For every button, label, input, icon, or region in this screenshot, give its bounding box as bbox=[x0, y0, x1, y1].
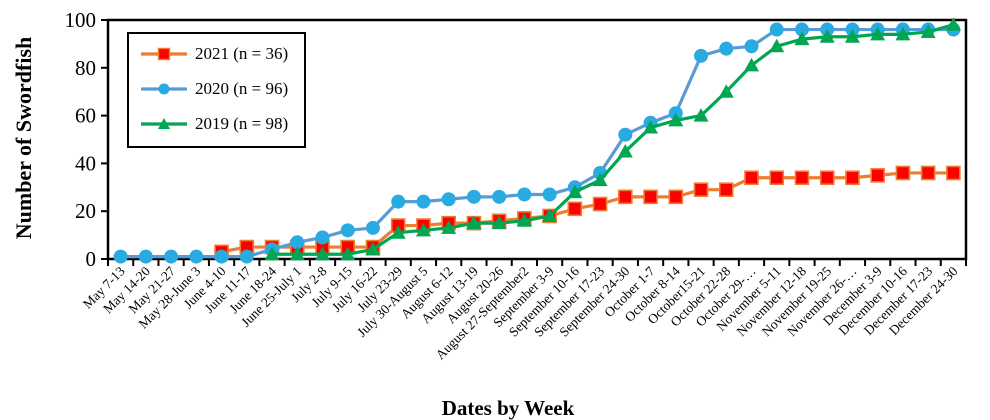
y-tick-label: 80 bbox=[75, 56, 96, 80]
data-point-triangle bbox=[315, 246, 330, 261]
data-point-circle bbox=[239, 249, 254, 264]
data-point-circle bbox=[391, 194, 406, 209]
data-point-triangle bbox=[264, 246, 280, 261]
series-line-2020 bbox=[120, 27, 954, 259]
data-point-triangle bbox=[617, 143, 633, 158]
legend-sample-2019-icon bbox=[141, 118, 187, 129]
data-point-circle bbox=[365, 220, 380, 235]
data-point-square bbox=[769, 170, 785, 186]
data-point-triangle bbox=[542, 208, 558, 222]
data-point-circle bbox=[164, 249, 179, 264]
legend-label-2020: 2020 (n = 96) bbox=[195, 79, 289, 98]
data-point-triangle bbox=[567, 184, 583, 199]
data-point-circle bbox=[618, 127, 633, 142]
y-tick-label: 100 bbox=[65, 8, 97, 32]
data-point-circle bbox=[794, 22, 809, 37]
data-point-triangle bbox=[365, 241, 381, 256]
data-point-square bbox=[693, 182, 709, 197]
legend-item-2020: 2020 (n = 96) bbox=[141, 79, 288, 99]
legend-sample-2021-icon bbox=[141, 47, 187, 61]
data-point-circle bbox=[340, 223, 355, 238]
data-point-square bbox=[744, 170, 759, 186]
legend: 2021 (n = 36) 2020 (n = 96) 2019 (n = 98… bbox=[127, 32, 307, 148]
data-point-triangle bbox=[415, 222, 431, 237]
data-point-triangle bbox=[844, 29, 860, 43]
data-point-triangle bbox=[794, 31, 810, 46]
data-point-circle bbox=[290, 235, 305, 250]
data-point-circle bbox=[138, 249, 153, 264]
data-point-square bbox=[794, 170, 810, 186]
data-point-triangle bbox=[819, 29, 835, 43]
data-point-triangle bbox=[693, 108, 709, 122]
data-point-circle bbox=[769, 22, 784, 37]
data-point-triangle bbox=[390, 225, 406, 239]
data-point-circle bbox=[744, 39, 759, 54]
y-tick-label: 40 bbox=[75, 151, 96, 175]
data-point-circle bbox=[416, 194, 431, 209]
data-point-triangle bbox=[466, 215, 482, 230]
data-point-triangle bbox=[668, 112, 684, 127]
data-point-triangle bbox=[718, 84, 734, 98]
data-point-square bbox=[870, 168, 885, 183]
data-point-square bbox=[819, 170, 835, 186]
data-point-triangle bbox=[491, 215, 507, 230]
data-point-circle bbox=[542, 187, 557, 202]
data-point-triangle bbox=[945, 17, 961, 31]
data-point-circle bbox=[113, 249, 128, 264]
legend-sample-2020-icon bbox=[141, 83, 187, 95]
data-point-circle bbox=[466, 189, 481, 204]
legend-label-2019: 2019 (n = 98) bbox=[195, 114, 289, 133]
data-point-square bbox=[946, 165, 961, 181]
data-point-circle bbox=[694, 48, 709, 63]
data-point-circle bbox=[517, 187, 532, 202]
data-point-square bbox=[718, 182, 734, 197]
data-point-square bbox=[668, 189, 684, 205]
data-point-circle bbox=[719, 41, 734, 56]
y-tick-label: 60 bbox=[75, 104, 96, 128]
data-point-triangle bbox=[289, 246, 305, 261]
data-point-triangle bbox=[895, 26, 911, 41]
y-tick-label: 0 bbox=[86, 247, 97, 271]
data-point-triangle bbox=[592, 172, 608, 187]
data-point-square bbox=[895, 165, 911, 181]
legend-item-2019: 2019 (n = 98) bbox=[141, 114, 288, 134]
data-point-circle bbox=[315, 230, 330, 245]
data-point-triangle bbox=[516, 213, 532, 227]
data-point-triangle bbox=[744, 57, 759, 72]
data-point-triangle bbox=[920, 24, 936, 38]
data-point-square bbox=[920, 165, 936, 181]
data-point-square bbox=[643, 189, 658, 205]
data-point-circle bbox=[441, 192, 456, 207]
x-axis-title: Dates by Week bbox=[441, 396, 575, 420]
y-tick-label: 20 bbox=[75, 199, 96, 223]
data-point-square bbox=[592, 196, 608, 212]
series-line-2019 bbox=[272, 23, 954, 256]
data-point-triangle bbox=[769, 38, 785, 53]
data-point-triangle bbox=[441, 220, 457, 234]
data-point-circle bbox=[492, 189, 507, 204]
data-point-square bbox=[618, 189, 633, 205]
data-point-circle bbox=[214, 249, 229, 264]
data-point-circle bbox=[189, 249, 204, 264]
data-point-triangle bbox=[643, 120, 659, 134]
legend-label-2021: 2021 (n = 36) bbox=[195, 44, 289, 63]
legend-item-2021: 2021 (n = 36) bbox=[141, 44, 288, 64]
data-point-triangle bbox=[340, 246, 356, 261]
data-point-triangle bbox=[870, 26, 886, 41]
data-point-square bbox=[567, 201, 583, 217]
data-point-square bbox=[845, 170, 860, 186]
